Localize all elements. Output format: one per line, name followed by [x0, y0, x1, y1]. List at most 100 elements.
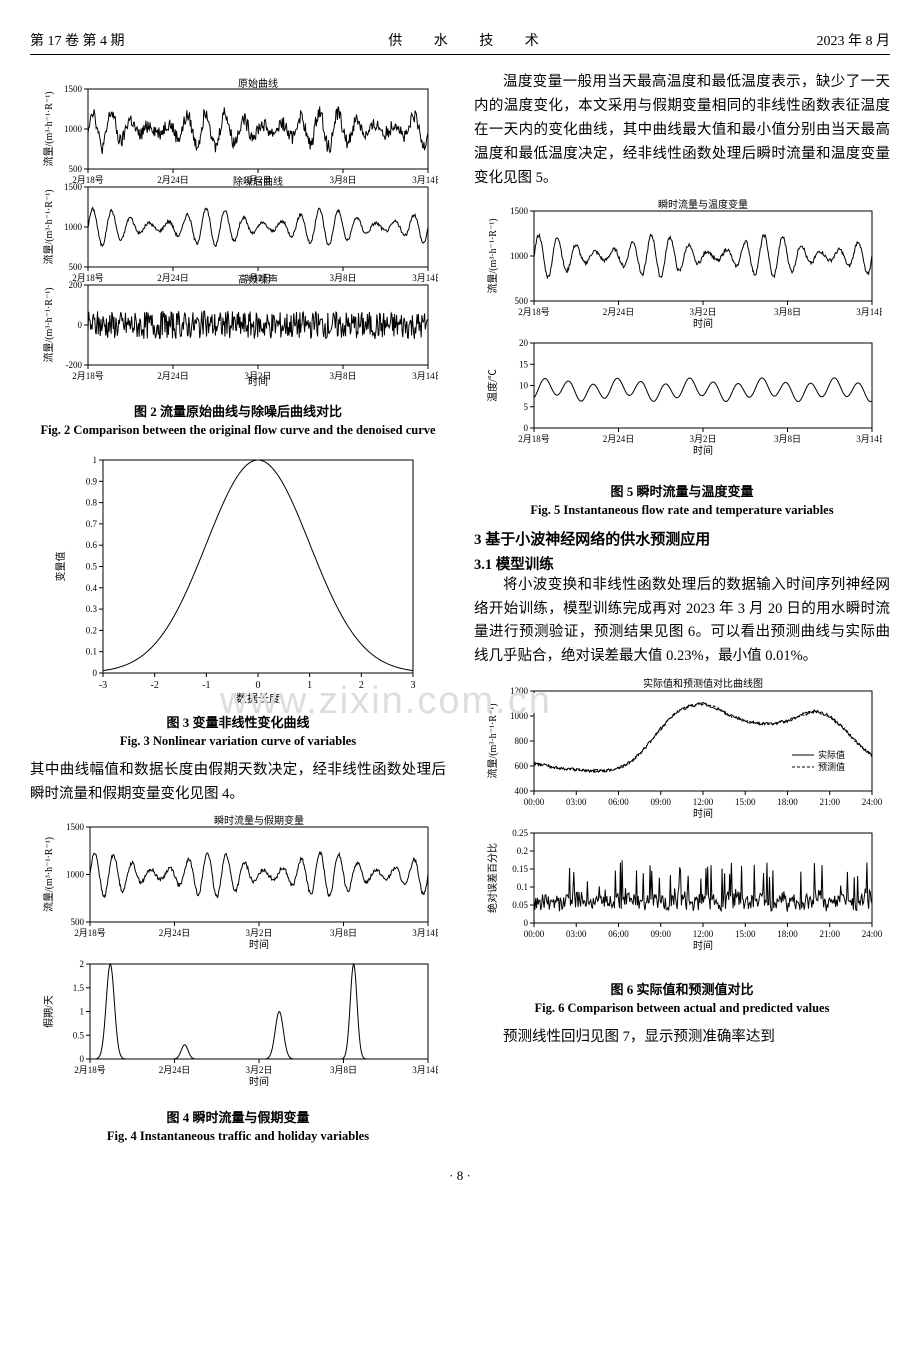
- svg-text:0.15: 0.15: [512, 864, 528, 874]
- svg-text:假期/天: 假期/天: [42, 995, 55, 1028]
- figure-2: 原始曲线500100015002月18号2月24日3月2日3月8日3月14日流量…: [30, 77, 446, 438]
- fig3-caption-cn: 图 3 变量非线性变化曲线: [30, 712, 446, 731]
- svg-text:1000: 1000: [64, 222, 83, 232]
- svg-text:15:00: 15:00: [735, 797, 756, 807]
- svg-text:0.05: 0.05: [512, 900, 528, 910]
- svg-text:流量/(m³·h⁻¹·R⁻¹): 流量/(m³·h⁻¹·R⁻¹): [486, 704, 499, 779]
- svg-text:0: 0: [80, 1054, 85, 1064]
- svg-text:绝对误差百分比: 绝对误差百分比: [486, 843, 499, 913]
- header-right: 2023 年 8 月: [817, 30, 891, 50]
- fig2-chart: 原始曲线500100015002月18号2月24日3月2日3月8日3月14日流量…: [38, 77, 438, 397]
- svg-text:3月8日: 3月8日: [330, 928, 357, 938]
- svg-text:2月24日: 2月24日: [159, 1065, 191, 1075]
- svg-text:2月24日: 2月24日: [157, 175, 189, 185]
- fig3-chart: 00.10.20.30.40.50.60.70.80.91-3-2-10123数…: [48, 448, 428, 708]
- svg-text:0.2: 0.2: [86, 625, 97, 635]
- svg-text:时间: 时间: [249, 938, 269, 951]
- svg-text:3月2日: 3月2日: [689, 307, 716, 317]
- svg-text:3月8日: 3月8日: [774, 307, 801, 317]
- header-center: 供 水 技 术: [388, 30, 553, 50]
- svg-text:数据长度: 数据长度: [236, 691, 280, 705]
- col2-paragraph-2: 将小波变换和非线性函数处理后的数据输入时间序列神经网络开始训练，模型训练完成再对…: [474, 574, 890, 670]
- svg-text:3月8日: 3月8日: [329, 175, 356, 185]
- svg-text:高频噪声: 高频噪声: [238, 273, 278, 286]
- svg-text:1000: 1000: [510, 711, 529, 721]
- svg-text:09:00: 09:00: [650, 797, 671, 807]
- svg-text:0.25: 0.25: [512, 828, 528, 838]
- fig6-caption-en: Fig. 6 Comparison between actual and pre…: [474, 1001, 890, 1016]
- fig5-chart: 瞬时流量与温度变量500100015002月18号2月24日3月2日3月8日3月…: [482, 197, 882, 477]
- svg-text:3月14日: 3月14日: [412, 273, 438, 283]
- svg-text:1200: 1200: [510, 686, 529, 696]
- svg-text:温度/℃: 温度/℃: [486, 369, 499, 402]
- svg-text:0: 0: [524, 918, 529, 928]
- svg-text:3月14日: 3月14日: [856, 307, 882, 317]
- svg-text:00:00: 00:00: [524, 797, 545, 807]
- svg-text:0.1: 0.1: [517, 882, 528, 892]
- figure-5: 瞬时流量与温度变量500100015002月18号2月24日3月2日3月8日3月…: [474, 197, 890, 518]
- svg-text:18:00: 18:00: [777, 929, 798, 939]
- fig5-caption-cn: 图 5 瞬时流量与温度变量: [474, 481, 890, 500]
- svg-text:500: 500: [515, 296, 529, 306]
- fig4-caption-en: Fig. 4 Instantaneous traffic and holiday…: [30, 1129, 446, 1144]
- svg-text:瞬时流量与假期变量: 瞬时流量与假期变量: [214, 814, 304, 827]
- svg-text:06:00: 06:00: [608, 797, 629, 807]
- svg-text:时间: 时间: [693, 807, 713, 820]
- svg-text:800: 800: [515, 736, 529, 746]
- svg-text:0.2: 0.2: [517, 846, 528, 856]
- svg-text:预测值: 预测值: [818, 761, 845, 772]
- right-column: 温度变量一般用当天最高温度和最低温度表示，缺少了一天内的温度变化，本文采用与假期…: [474, 71, 890, 1154]
- svg-text:时间: 时间: [248, 375, 268, 388]
- section-3-head: 3 基于小波神经网络的供水预测应用: [474, 528, 890, 549]
- svg-text:-2: -2: [150, 680, 158, 691]
- svg-text:-3: -3: [99, 680, 107, 691]
- svg-text:3月14日: 3月14日: [412, 928, 438, 938]
- svg-text:3: 3: [411, 680, 416, 691]
- svg-text:0.4: 0.4: [86, 583, 98, 593]
- svg-text:0: 0: [524, 423, 529, 433]
- svg-text:400: 400: [515, 786, 529, 796]
- svg-text:流量/(m³·h⁻¹·R⁻¹): 流量/(m³·h⁻¹·R⁻¹): [42, 189, 55, 264]
- svg-text:10: 10: [519, 380, 529, 390]
- figure-6: 实际值和预测值对比曲线图40060080010001200实际值预测值00:00…: [474, 675, 890, 1016]
- svg-text:2月18号: 2月18号: [518, 307, 550, 317]
- svg-text:0.1: 0.1: [86, 647, 97, 657]
- svg-text:1000: 1000: [64, 124, 83, 134]
- svg-text:时间: 时间: [249, 1075, 269, 1088]
- fig4-chart: 瞬时流量与假期变量500100015002月18号2月24日3月2日3月8日3月…: [38, 813, 438, 1103]
- svg-text:原始曲线: 原始曲线: [238, 77, 278, 90]
- svg-text:时间: 时间: [693, 939, 713, 952]
- fig2-caption-cn: 图 2 流量原始曲线与除噪后曲线对比: [30, 401, 446, 420]
- svg-text:2月24日: 2月24日: [603, 434, 635, 444]
- svg-text:12:00: 12:00: [693, 797, 714, 807]
- svg-text:500: 500: [71, 917, 85, 927]
- svg-text:0: 0: [256, 680, 261, 691]
- svg-text:500: 500: [69, 164, 83, 174]
- svg-text:03:00: 03:00: [566, 929, 587, 939]
- svg-text:时间: 时间: [693, 317, 713, 330]
- svg-text:0.5: 0.5: [86, 562, 98, 572]
- svg-text:2月24日: 2月24日: [603, 307, 635, 317]
- svg-text:18:00: 18:00: [777, 797, 798, 807]
- svg-text:21:00: 21:00: [819, 929, 840, 939]
- col2-paragraph-3: 预测线性回归见图 7，显示预测准确率达到: [474, 1026, 890, 1050]
- svg-text:3月8日: 3月8日: [329, 371, 356, 381]
- svg-text:20: 20: [519, 338, 529, 348]
- svg-text:15: 15: [519, 359, 529, 369]
- svg-text:12:00: 12:00: [693, 929, 714, 939]
- svg-text:流量/(m³·h⁻¹·R⁻¹): 流量/(m³·h⁻¹·R⁻¹): [42, 287, 55, 362]
- svg-text:24:00: 24:00: [862, 797, 882, 807]
- svg-text:3月8日: 3月8日: [330, 1065, 357, 1075]
- svg-text:0.8: 0.8: [86, 498, 98, 508]
- svg-text:2月18号: 2月18号: [72, 371, 104, 381]
- fig6-chart: 实际值和预测值对比曲线图40060080010001200实际值预测值00:00…: [482, 675, 882, 975]
- svg-text:1500: 1500: [64, 84, 83, 94]
- svg-text:1.5: 1.5: [73, 983, 85, 993]
- page-number: · 8 ·: [30, 1168, 890, 1184]
- svg-text:瞬时流量与温度变量: 瞬时流量与温度变量: [658, 198, 748, 211]
- svg-text:03:00: 03:00: [566, 797, 587, 807]
- svg-text:1: 1: [93, 455, 98, 465]
- fig4-caption-cn: 图 4 瞬时流量与假期变量: [30, 1107, 446, 1126]
- figure-4: 瞬时流量与假期变量500100015002月18号2月24日3月2日3月8日3月…: [30, 813, 446, 1144]
- svg-text:0.9: 0.9: [86, 476, 98, 486]
